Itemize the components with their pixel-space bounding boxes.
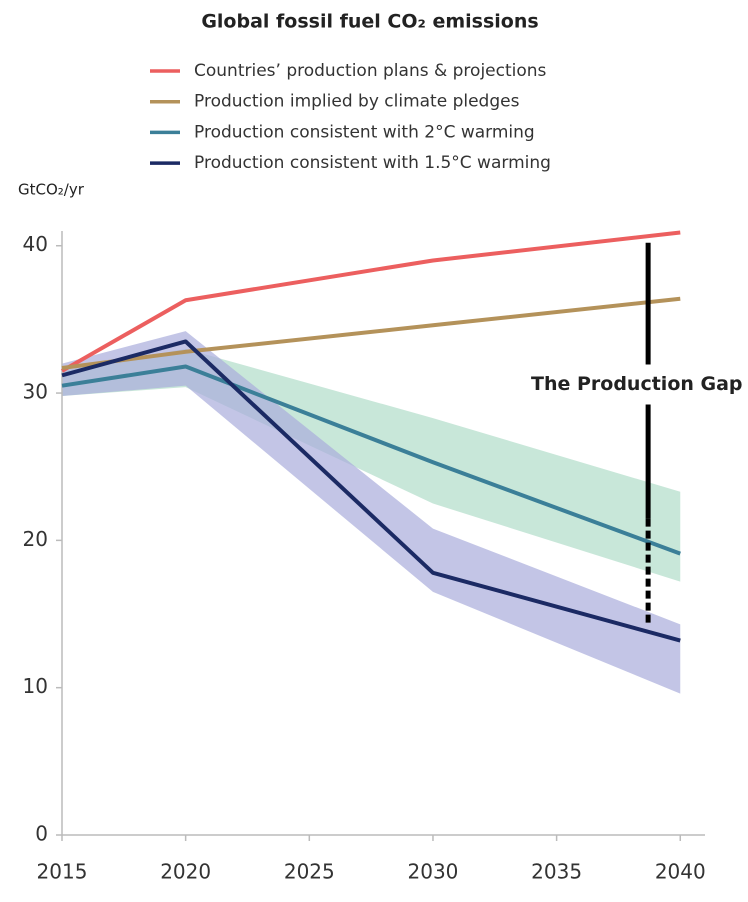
annotation: The Production Gap [531, 373, 743, 395]
uncertainty-band [62, 348, 681, 582]
x-tick-label: 2020 [160, 860, 211, 884]
legend-label: Countries’ production plans & projection… [194, 61, 547, 81]
x-tick-label: 2025 [284, 860, 335, 884]
y-tick-label: 40 [23, 232, 48, 256]
x-tick-label: 2040 [655, 860, 706, 884]
x-tick-label: 2035 [531, 860, 582, 884]
y-tick-label: 30 [23, 380, 48, 404]
y-tick-label: 10 [23, 674, 48, 698]
legend-label: Production consistent with 1.5°C warming [194, 153, 551, 173]
legend-label: Production consistent with 2°C warming [194, 122, 535, 142]
y-tick-label: 20 [23, 527, 48, 551]
series-line [61, 296, 681, 370]
legend-label: Production implied by climate pledges [194, 92, 520, 112]
series-line [61, 230, 681, 373]
series-line [61, 364, 681, 556]
y-tick-label: 0 [35, 822, 48, 846]
x-tick-label: 2015 [37, 860, 88, 884]
series-line [61, 339, 681, 643]
chart-title: Global fossil fuel CO₂ emissions [201, 11, 538, 33]
x-tick-label: 2030 [408, 860, 459, 884]
y-axis-label: GtCO₂/yr [18, 181, 85, 199]
